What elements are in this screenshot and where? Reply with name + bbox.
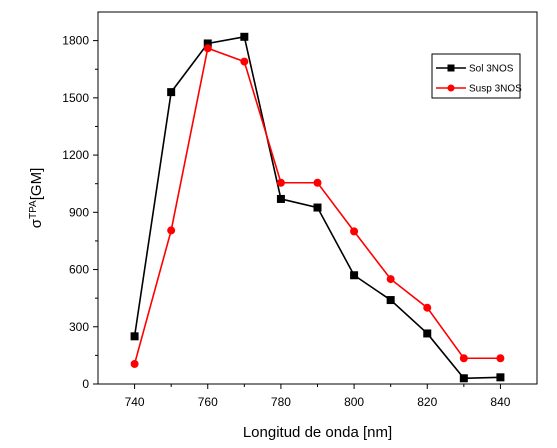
data-point <box>350 227 359 236</box>
data-point <box>203 39 212 48</box>
legend-box <box>431 53 521 99</box>
y-tick-label: 600 <box>69 263 89 277</box>
data-point <box>240 57 249 66</box>
data-point <box>350 271 359 280</box>
data-point <box>167 88 176 97</box>
legend-item: Susp 3NOS <box>436 84 522 95</box>
data-point <box>240 32 249 41</box>
x-tick-label: 760 <box>198 395 218 409</box>
y-tick-label: 900 <box>69 205 89 219</box>
data-point <box>313 203 322 212</box>
data-point <box>167 226 176 235</box>
data-point <box>459 354 468 363</box>
data-point <box>496 373 505 382</box>
data-point <box>423 329 432 338</box>
x-tick-label: 780 <box>271 395 291 409</box>
series-group <box>130 32 505 383</box>
x-tick-label: 800 <box>344 395 364 409</box>
data-point <box>423 303 432 312</box>
y-axis-title: σTPA[GM] <box>28 168 46 228</box>
series-2 <box>130 44 505 368</box>
y-tick-label: 1200 <box>62 148 89 162</box>
data-point <box>386 275 395 284</box>
data-point <box>496 354 505 363</box>
legend: Sol 3NOS Susp 3NOS <box>431 53 522 99</box>
y-tick-label: 1500 <box>62 91 89 105</box>
data-point <box>276 194 285 203</box>
data-point <box>276 178 285 187</box>
axes: 740 760 780 800 820 840 0 300 600 900 1200 1500 1800 <box>62 11 538 409</box>
series-1 <box>130 32 505 383</box>
y-tick-label: 1800 <box>62 34 89 48</box>
x-tick-label: 820 <box>417 395 437 409</box>
data-point <box>203 44 212 53</box>
data-point <box>459 374 468 383</box>
y-tick-label: 300 <box>69 320 89 334</box>
legend-label: Sol 3NOS <box>469 64 514 75</box>
data-point <box>386 296 395 305</box>
y-tick-label: 0 <box>82 377 89 391</box>
legend-label: Susp 3NOS <box>469 84 522 95</box>
data-point <box>130 359 139 368</box>
x-tick-label: 740 <box>125 395 145 409</box>
y-axis-title-rest: [GM] <box>28 168 45 201</box>
legend-item: Sol 3NOS <box>436 64 514 75</box>
data-point <box>130 332 139 341</box>
y-axis-title-superscript: TPA <box>28 200 39 219</box>
y-axis-title-base: σ <box>28 218 45 228</box>
data-point <box>313 178 322 187</box>
legend-marker <box>447 64 455 72</box>
x-tick-label: 840 <box>490 395 510 409</box>
x-axis-title: Longitud de onda [nm] <box>243 424 392 441</box>
legend-marker <box>447 84 455 92</box>
